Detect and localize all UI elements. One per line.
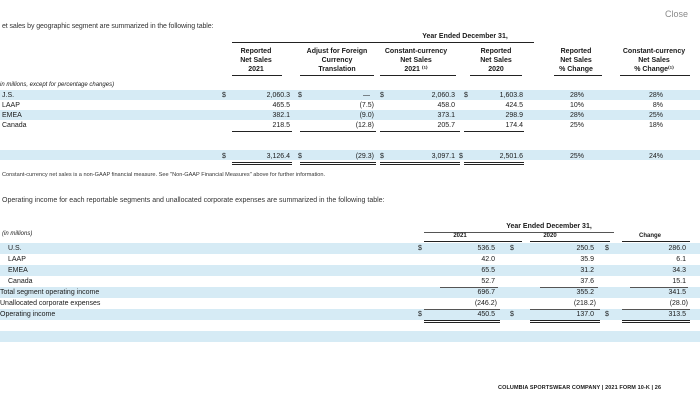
opinc-intro-text: Operating income for each reportable seg… (2, 197, 385, 204)
t1-unit-note: in millions, except for percentage chang… (0, 82, 115, 88)
t2-unit-note: (in millions) (2, 231, 33, 237)
t2-col-change: Change (638, 233, 661, 239)
t1-col-adjust: Adjust for Foreign Currency Translation (306, 48, 368, 73)
page-footer: COLUMBIA SPORTSWEAR COMPANY | 2021 FORM … (498, 385, 662, 391)
t1-period-header: Year Ended December 31, (422, 33, 508, 40)
close-button[interactable]: Close (664, 9, 688, 19)
t2-col-2021: 2021 (453, 233, 467, 239)
t1-col-change: Reported Net Sales% Change (559, 48, 593, 73)
t2-period-header: Year Ended December 31, (506, 223, 592, 230)
t1-footnote: Constant-currency net sales is a non-GAA… (2, 172, 326, 178)
intro-text: et sales by geographic segment are summa… (2, 23, 214, 30)
t1-col-constant: Constant-currency Net Sales 2021 ⁽¹⁾ (384, 48, 448, 73)
t1-col-const-change: Constant-currency Net Sales% Change⁽¹⁾ (622, 48, 686, 73)
t1-col-reported-2020: Reported Net Sales 2020 (480, 48, 512, 73)
t2-col-2020: 2020 (543, 233, 557, 239)
t1-col-reported-2021: Reported Net Sales 2021 (240, 48, 272, 73)
